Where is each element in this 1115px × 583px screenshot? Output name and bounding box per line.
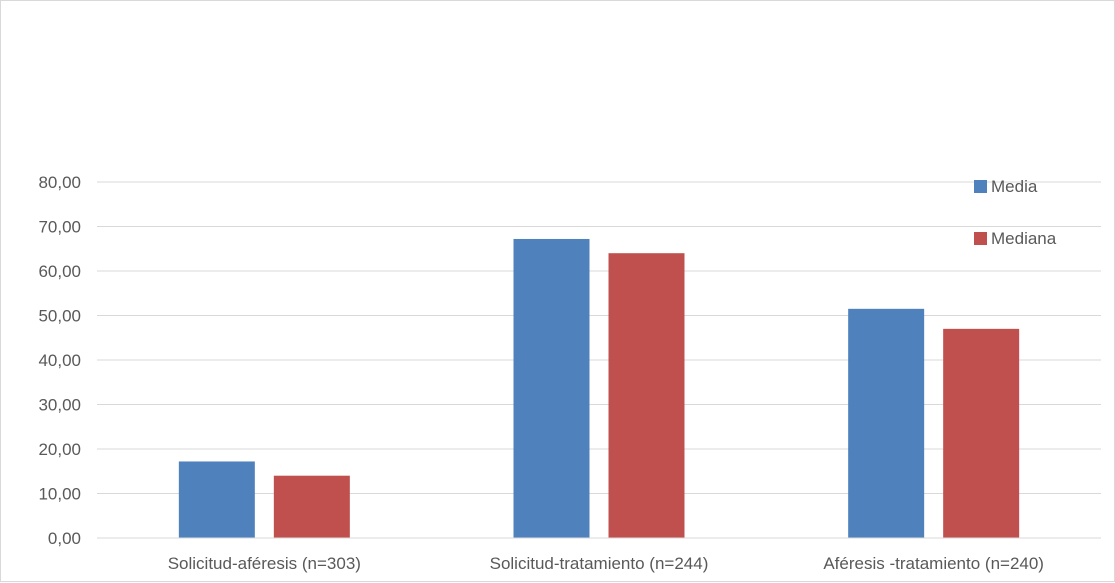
legend-label-mediana: Mediana (991, 229, 1057, 248)
y-tick-label: 70,00 (38, 218, 81, 237)
legend-swatch-mediana (974, 232, 987, 245)
bar-mediana-1 (273, 475, 350, 538)
y-axis-ticks: 0,00 10,00 20,00 30,00 40,00 50,00 60,00 70,00 8… (38, 173, 81, 548)
bar-mediana-2 (608, 253, 685, 538)
y-tick-label: 60,00 (38, 262, 81, 281)
y-tick-label: 50,00 (38, 307, 81, 326)
x-axis: Solicitud-aféresis (n=303) Solicitud-trat… (97, 537, 1101, 573)
x-category-label: Aféresis -tratamiento (n=240) (823, 554, 1044, 573)
y-tick-label: 20,00 (38, 440, 81, 459)
x-category-label: Solicitud-aféresis (n=303) (168, 554, 361, 573)
bar-media-3 (848, 308, 925, 538)
bar-mediana-3 (943, 328, 1020, 538)
legend-swatch-media (974, 180, 987, 193)
legend-label-media: Media (991, 177, 1038, 196)
bar-media-1 (178, 461, 255, 538)
x-category-label: Solicitud-tratamiento (n=244) (490, 554, 709, 573)
y-tick-label: 10,00 (38, 485, 81, 504)
bars (178, 238, 1020, 538)
legend: Media Mediana (974, 177, 1057, 248)
y-tick-label: 0,00 (48, 529, 81, 548)
y-tick-label: 80,00 (38, 173, 81, 192)
y-tick-label: 30,00 (38, 396, 81, 415)
y-tick-label: 40,00 (38, 351, 81, 370)
gridlines (97, 181, 1101, 494)
bar-media-2 (513, 238, 590, 538)
